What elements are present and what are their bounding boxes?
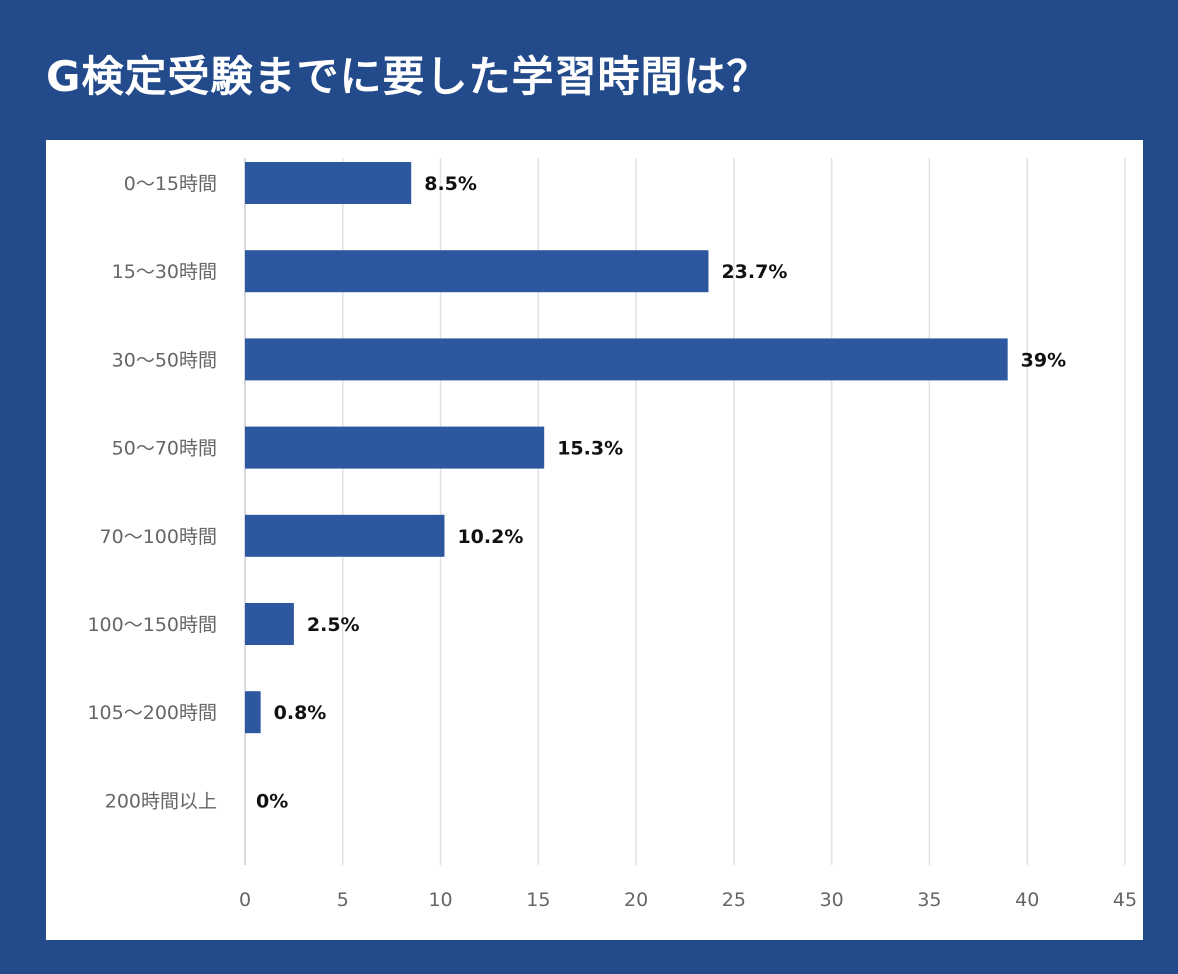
- bar: [245, 162, 412, 204]
- bar-value-label: 10.2%: [457, 526, 523, 548]
- bar-value-label: 0.8%: [274, 702, 327, 724]
- x-tick-label: 20: [624, 889, 648, 911]
- chart-panel: 8.5% 23.7% 39% 15.3% 10.2% 2.5% 0.8% 0% 0〜15時間 1…: [46, 140, 1143, 940]
- x-tick-label: 5: [337, 889, 349, 911]
- bar-value-label: 15.3%: [557, 438, 623, 460]
- category-label: 70〜100時間: [100, 526, 217, 548]
- category-labels: 0〜15時間 15〜30時間 30〜50時間 50〜70時間 70〜100時間 100〜1…: [87, 173, 217, 812]
- bar: [245, 338, 1008, 381]
- category-label: 50〜70時間: [112, 438, 217, 460]
- x-tick-label: 30: [820, 889, 844, 911]
- bar-value-label: 23.7%: [721, 261, 787, 283]
- bar: [245, 691, 261, 734]
- category-label: 200時間以上: [105, 790, 217, 812]
- bar-chart: 8.5% 23.7% 39% 15.3% 10.2% 2.5% 0.8% 0% 0〜15時間 1…: [87, 158, 1137, 911]
- data-labels: 8.5% 23.7% 39% 15.3% 10.2% 2.5% 0.8% 0%: [256, 173, 1066, 812]
- bar-value-label: 39%: [1021, 349, 1066, 371]
- category-label: 30〜50時間: [112, 349, 217, 371]
- category-label: 105〜200時間: [87, 702, 217, 724]
- bar-value-label: 2.5%: [307, 614, 360, 636]
- x-tick-label: 35: [917, 889, 941, 911]
- bar: [245, 603, 294, 645]
- category-label: 0〜15時間: [124, 173, 217, 195]
- x-tick-label: 45: [1113, 889, 1137, 911]
- chart-title: G検定受験までに要した学習時間は？: [46, 52, 770, 101]
- x-tick-label: 0: [239, 889, 251, 911]
- x-tick-label: 15: [526, 889, 550, 911]
- x-tick-label: 10: [428, 889, 452, 911]
- bars: [245, 162, 1008, 734]
- bar: [245, 426, 545, 469]
- x-tick-label: 25: [722, 889, 746, 911]
- bar-value-label: 0%: [256, 790, 288, 812]
- bar-value-label: 8.5%: [424, 173, 477, 195]
- bar: [245, 250, 709, 293]
- bar: [245, 514, 445, 557]
- x-tick-label: 40: [1015, 889, 1039, 911]
- category-label: 15〜30時間: [112, 261, 217, 283]
- category-label: 100〜150時間: [87, 614, 217, 636]
- x-tick-labels: 0 5 10 15 20 25 30 35 40 45: [239, 889, 1137, 911]
